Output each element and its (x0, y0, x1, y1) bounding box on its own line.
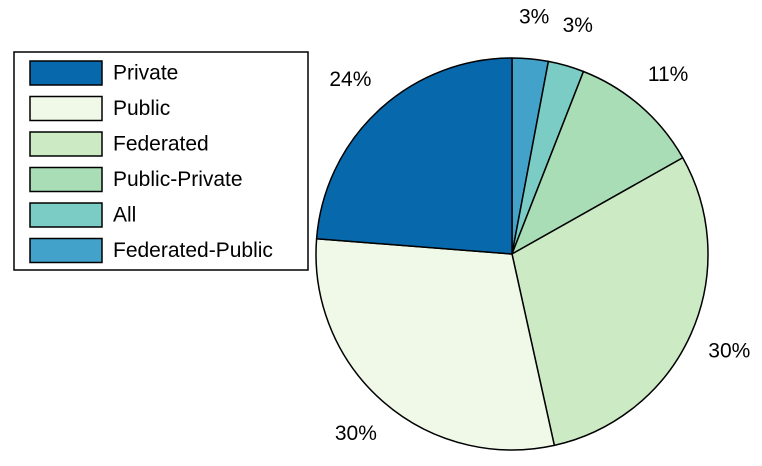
legend-label-public-private: Public-Private (113, 168, 243, 191)
legend-swatch-private (29, 60, 103, 86)
legend-label-all: All (113, 204, 136, 227)
pie-percent-labels: 3% 3% 11% 30% 30% 24% (329, 6, 750, 446)
pie-slice-public-private (511, 70, 684, 255)
pie-label-federated-public: 3% (519, 6, 549, 29)
legend-swatch-federated-public (29, 237, 103, 264)
legend-swatch-all (29, 202, 103, 228)
pie-slices (315, 57, 709, 451)
pie-slice-public (315, 238, 556, 451)
legend-swatch-federated (29, 131, 103, 157)
pie-slice-federated (511, 157, 709, 447)
legend: Private Public Federated Public-Private All F… (13, 51, 309, 271)
pie-label-all: 3% (563, 14, 593, 37)
legend-box (13, 51, 309, 271)
legend-label-federated-public: Federated-Public (113, 239, 273, 262)
pie-slice-private (315, 57, 513, 255)
legend-label-public: Public (113, 97, 170, 120)
legend-items: Private Public Federated Public-Private All F… (29, 60, 273, 264)
legend-swatch-public (29, 95, 103, 122)
legend-swatch-public-private (29, 166, 103, 193)
legend-label-federated: Federated (113, 133, 209, 156)
pie-label-public-private: 11% (648, 63, 688, 86)
legend-label-private: Private (113, 62, 178, 85)
pie-label-private: 24% (329, 68, 371, 91)
pie-label-federated: 30% (708, 340, 750, 363)
pie-label-public: 30% (335, 422, 377, 445)
